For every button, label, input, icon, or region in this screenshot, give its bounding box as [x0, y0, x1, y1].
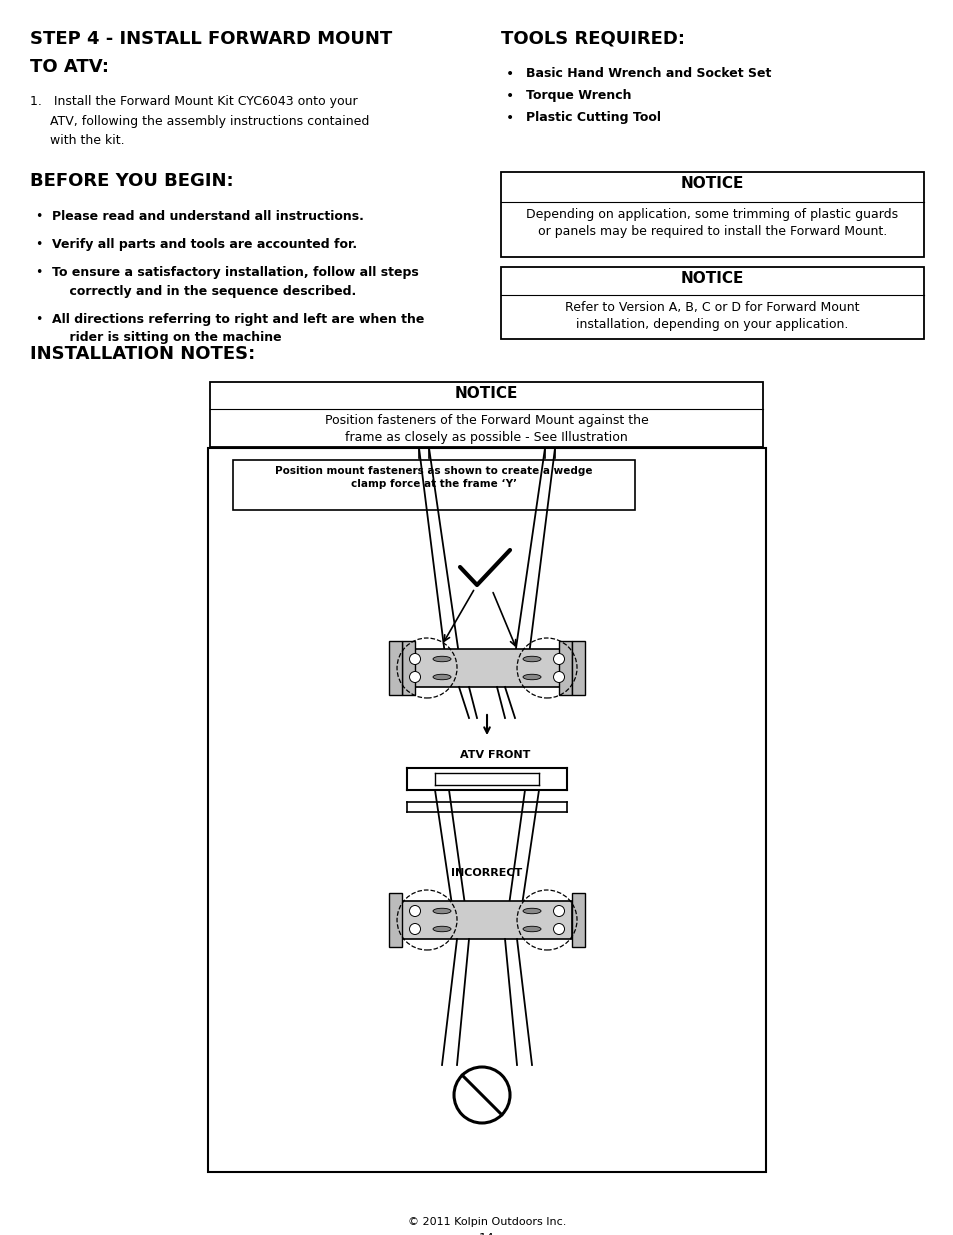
Text: correctly and in the sequence described.: correctly and in the sequence described.: [52, 284, 355, 298]
Text: Basic Hand Wrench and Socket Set: Basic Hand Wrench and Socket Set: [525, 67, 770, 80]
Text: © 2011 Kolpin Outdoors Inc.: © 2011 Kolpin Outdoors Inc.: [407, 1216, 566, 1228]
Text: ATV, following the assembly instructions contained: ATV, following the assembly instructions…: [30, 115, 369, 127]
Bar: [572, 641, 584, 695]
Text: Position mount fasteners as shown to create a wedge
clamp force at the frame ‘Y’: Position mount fasteners as shown to cre…: [274, 466, 592, 489]
Text: 1.   Install the Forward Mount Kit CYC6043 onto your: 1. Install the Forward Mount Kit CYC6043…: [30, 95, 357, 107]
Ellipse shape: [522, 674, 540, 679]
Text: INSTALLATION NOTES:: INSTALLATION NOTES:: [30, 345, 255, 363]
Circle shape: [553, 924, 564, 935]
Bar: [401, 650, 572, 687]
Text: NOTICE: NOTICE: [455, 387, 517, 401]
Ellipse shape: [522, 926, 540, 931]
Text: •: •: [35, 266, 42, 279]
Text: Position fasteners of the Forward Mount against the
frame as closely as possible: Position fasteners of the Forward Mount …: [324, 414, 648, 445]
Text: rider is sitting on the machine: rider is sitting on the machine: [52, 331, 281, 345]
Circle shape: [409, 672, 420, 683]
Text: Refer to Version A, B, C or D for Forward Mount
installation, depending on your : Refer to Version A, B, C or D for Forwar…: [564, 301, 859, 331]
Ellipse shape: [522, 908, 540, 914]
Text: •: •: [35, 210, 42, 224]
Bar: [389, 893, 401, 947]
Text: •: •: [505, 89, 514, 103]
Ellipse shape: [433, 908, 451, 914]
Text: NOTICE: NOTICE: [680, 177, 743, 191]
Text: NOTICE: NOTICE: [680, 270, 743, 287]
Bar: [233, 459, 634, 510]
Circle shape: [553, 672, 564, 683]
Bar: [401, 902, 572, 939]
Text: ATV FRONT: ATV FRONT: [459, 750, 530, 760]
Bar: [558, 641, 572, 695]
Circle shape: [409, 924, 420, 935]
Ellipse shape: [433, 656, 451, 662]
Ellipse shape: [522, 656, 540, 662]
Circle shape: [553, 905, 564, 916]
Bar: [500, 172, 923, 257]
Text: •: •: [505, 67, 514, 82]
Text: Verify all parts and tools are accounted for.: Verify all parts and tools are accounted…: [52, 238, 356, 251]
Bar: [500, 267, 923, 338]
Text: •: •: [35, 238, 42, 251]
Bar: [572, 893, 584, 947]
Circle shape: [409, 905, 420, 916]
Text: INCORRECT: INCORRECT: [451, 868, 522, 878]
Text: TOOLS REQUIRED:: TOOLS REQUIRED:: [500, 30, 684, 48]
Text: with the kit.: with the kit.: [30, 135, 125, 147]
Text: Torque Wrench: Torque Wrench: [525, 89, 631, 103]
Circle shape: [454, 1067, 510, 1123]
Circle shape: [409, 653, 420, 664]
Text: •: •: [35, 312, 42, 326]
Text: •: •: [505, 111, 514, 125]
Text: 14: 14: [478, 1233, 495, 1235]
Text: Please read and understand all instructions.: Please read and understand all instructi…: [52, 210, 363, 224]
Bar: [208, 448, 765, 1172]
Bar: [210, 382, 762, 447]
Circle shape: [553, 653, 564, 664]
Text: Depending on application, some trimming of plastic guards
or panels may be requi: Depending on application, some trimming …: [526, 207, 898, 238]
Text: Plastic Cutting Tool: Plastic Cutting Tool: [525, 111, 660, 124]
Bar: [401, 641, 415, 695]
Text: BEFORE YOU BEGIN:: BEFORE YOU BEGIN:: [30, 172, 233, 190]
Text: All directions referring to right and left are when the: All directions referring to right and le…: [52, 312, 424, 326]
Text: To ensure a satisfactory installation, follow all steps: To ensure a satisfactory installation, f…: [52, 266, 418, 279]
Text: STEP 4 - INSTALL FORWARD MOUNT: STEP 4 - INSTALL FORWARD MOUNT: [30, 30, 392, 48]
Ellipse shape: [433, 926, 451, 931]
Ellipse shape: [433, 674, 451, 679]
Text: TO ATV:: TO ATV:: [30, 58, 109, 77]
Bar: [389, 641, 401, 695]
